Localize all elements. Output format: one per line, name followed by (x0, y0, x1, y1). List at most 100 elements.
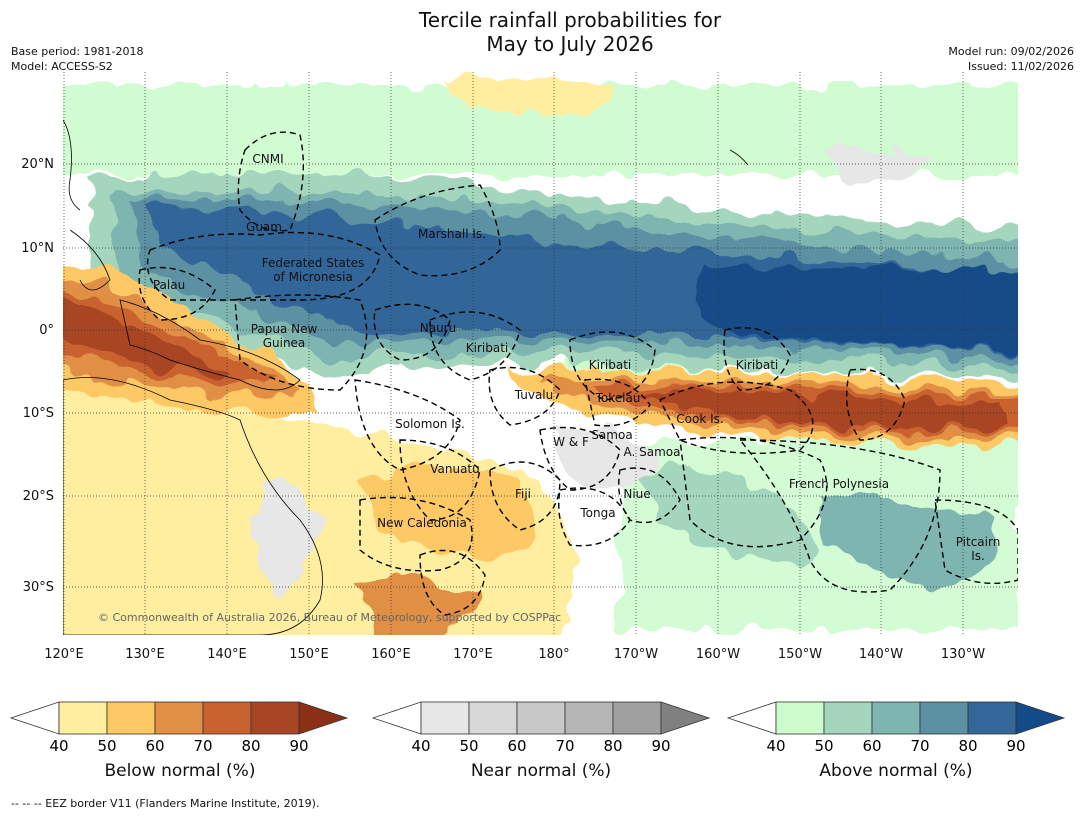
eez-nauru (373, 303, 451, 361)
lon-tick: 160°W (696, 647, 740, 662)
colorbar-near-segment (420, 701, 470, 735)
colorbar-below-segment (154, 701, 204, 735)
label-fsm-2: of Micronesia (273, 270, 353, 284)
probability-fields (63, 76, 1018, 635)
eez-niue (618, 467, 681, 524)
colorbar-near-segment (516, 701, 566, 735)
eez-palau (138, 266, 216, 321)
map-area: CNMI Guam Marshall Is. Federated States … (63, 72, 1018, 635)
coast-new-guinea (119, 299, 301, 391)
colorbar-near-segment (612, 701, 662, 735)
colorbar-above-tick: 90 (1006, 737, 1025, 755)
coastlines (63, 119, 749, 635)
copyright-text: © Commonwealth of Australia 2026, Bureau… (98, 611, 561, 624)
label-new-caledonia: New Caledonia (377, 516, 467, 530)
colorbar-near-tick: 40 (411, 737, 430, 755)
eez-kiribati-central (569, 331, 656, 401)
model-run: Model run: 09/02/2026 (948, 45, 1074, 58)
lon-tick: 140°W (859, 647, 903, 662)
label-fsm-1: Federated States (262, 256, 364, 270)
label-tonga: Tonga (579, 506, 615, 520)
label-kiribati-central: Kiribati (589, 358, 631, 372)
below-patch-vanuatu (360, 465, 536, 560)
colorbar-below-tick: 60 (145, 737, 164, 755)
coast-australia (63, 377, 323, 635)
colorbar-below-tick: 80 (241, 737, 260, 755)
above-patch-se1 (640, 468, 812, 570)
label-nauru: Nauru (420, 321, 456, 335)
colorbar-title-above: Above normal (%) (819, 761, 973, 781)
lon-axis: 120°E 130°E 140°E 150°E 160°E 170°E 180°… (44, 647, 985, 662)
colorbar-near-tick: 60 (507, 737, 526, 755)
colorbar-near-extend-high (660, 701, 711, 735)
below-png-80 (63, 300, 230, 375)
base-period: Base period: 1981-2018 (11, 45, 144, 58)
colorbars: 40 50 60 70 80 90 40 50 60 70 80 90 40 50 60 70 80 90 (9, 701, 1066, 755)
label-solomon: Solomon Is. (395, 417, 465, 431)
eez-cnmi-guam (237, 131, 304, 232)
colorbar-below-segment (202, 701, 252, 735)
title-line-2: May to July 2026 (486, 32, 654, 56)
lon-tick: 150°E (289, 647, 329, 662)
colorbar-near-tick: 70 (555, 737, 574, 755)
label-french-polynesia: French Polynesia (789, 477, 889, 491)
eez-marshall (374, 184, 501, 277)
colorbar-above-segment (871, 701, 921, 735)
lat-tick: 10°N (21, 241, 54, 256)
colorbar-above-extend-low (726, 701, 777, 735)
label-american-samoa: A. Samoa (624, 445, 681, 459)
eez-cook-north (659, 381, 814, 455)
label-tuvalu: Tuvalu (514, 388, 554, 402)
colorbar-above-segment (919, 701, 969, 735)
title-line-1: Tercile rainfall probabilities for (418, 8, 722, 32)
meta-right: Model run: 09/02/2026 Issued: 11/02/2026 (948, 44, 1074, 74)
label-guam: Guam (246, 220, 282, 234)
eez-png (234, 294, 368, 391)
colorbar-above-segment (775, 701, 825, 735)
colorbar-above-segment (967, 701, 1017, 735)
eez-kiribati-east (723, 327, 791, 391)
issued-date: Issued: 11/02/2026 (967, 60, 1074, 73)
lon-tick: 170°E (453, 647, 493, 662)
near-patch-1 (560, 427, 660, 492)
lon-tick: 180° (538, 647, 569, 662)
eez-tokelau (584, 378, 651, 427)
lat-tick: 30°S (23, 580, 54, 595)
lon-tick: 160°E (371, 647, 411, 662)
colorbar-near-segment (468, 701, 518, 735)
coast-hawaii (729, 149, 749, 166)
colorbar-near-extend-low (371, 701, 422, 735)
eez-french-polynesia (738, 439, 941, 593)
lon-tick: 120°E (44, 647, 84, 662)
eez-norfolk (419, 549, 486, 616)
colorbar-above-extend-high (1015, 701, 1066, 735)
below-png-70 (63, 292, 280, 385)
lon-tick: 170°W (614, 647, 658, 662)
eez-fp-north (845, 368, 906, 441)
lat-tick: 10°S (23, 406, 54, 421)
region-labels: CNMI Guam Marshall Is. Federated States … (153, 152, 1000, 563)
map-title: Tercile rainfall probabilities for May t… (0, 8, 1085, 56)
lon-tick: 140°E (207, 647, 247, 662)
label-marshall: Marshall Is. (418, 227, 486, 241)
colorbar-above-tick: 80 (958, 737, 977, 755)
graticule (63, 72, 1018, 635)
below-patch-south (360, 573, 480, 635)
label-pitcairn-1: Pitcairn (956, 535, 1001, 549)
colorbar-title-below: Below normal (%) (104, 761, 256, 781)
eez-cook-south (679, 436, 828, 548)
lon-tick: 150°W (778, 647, 822, 662)
colorbar-below-extend-low (9, 701, 60, 735)
eez-tuvalu (488, 366, 561, 426)
label-niue: Niue (623, 487, 650, 501)
meta-left: Base period: 1981-2018 Model: ACCESS-S2 (11, 44, 143, 74)
lat-tick: 0° (39, 323, 54, 338)
lon-tick: 130°E (125, 647, 165, 662)
colorbar-below-segment (250, 701, 300, 735)
eez-vanuatu (399, 439, 481, 521)
label-vanuatu: Vanuatu (430, 462, 480, 476)
near-patch-2 (256, 478, 320, 600)
eez-fsm (146, 231, 381, 301)
label-png-2: Guinea (263, 336, 306, 350)
